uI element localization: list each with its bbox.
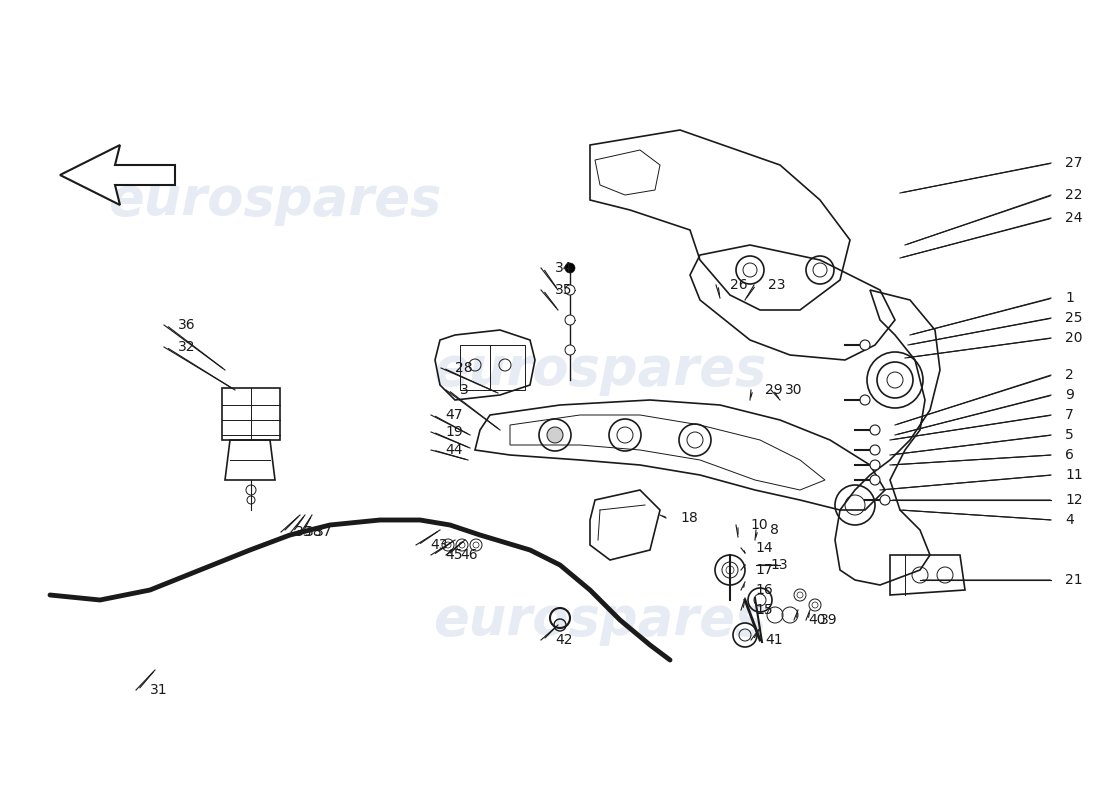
Circle shape bbox=[565, 285, 575, 295]
Text: 31: 31 bbox=[150, 683, 167, 697]
Text: 13: 13 bbox=[770, 558, 788, 572]
Text: 46: 46 bbox=[460, 548, 477, 562]
Text: 14: 14 bbox=[755, 541, 772, 555]
Text: 25: 25 bbox=[1065, 311, 1082, 325]
Text: 35: 35 bbox=[556, 283, 572, 297]
Text: 4: 4 bbox=[1065, 513, 1074, 527]
Text: 24: 24 bbox=[1065, 211, 1082, 225]
Text: 20: 20 bbox=[1065, 331, 1082, 345]
Text: 45: 45 bbox=[446, 548, 462, 562]
Circle shape bbox=[870, 475, 880, 485]
Text: 16: 16 bbox=[755, 583, 772, 597]
Text: 39: 39 bbox=[820, 613, 837, 627]
Circle shape bbox=[565, 263, 575, 273]
Circle shape bbox=[565, 315, 575, 325]
Text: 5: 5 bbox=[1065, 428, 1074, 442]
Text: 34: 34 bbox=[556, 261, 572, 275]
Circle shape bbox=[860, 395, 870, 405]
Text: 41: 41 bbox=[764, 633, 782, 647]
Text: 12: 12 bbox=[1065, 493, 1082, 507]
Text: 3: 3 bbox=[460, 383, 469, 397]
Text: 22: 22 bbox=[1065, 188, 1082, 202]
Text: eurospares: eurospares bbox=[433, 594, 767, 646]
Text: 11: 11 bbox=[1065, 468, 1082, 482]
Text: 19: 19 bbox=[446, 425, 463, 439]
Text: 7: 7 bbox=[1065, 408, 1074, 422]
Text: 2: 2 bbox=[1065, 368, 1074, 382]
Text: 9: 9 bbox=[1065, 388, 1074, 402]
Text: eurospares: eurospares bbox=[433, 344, 767, 396]
Text: 30: 30 bbox=[785, 383, 803, 397]
Circle shape bbox=[547, 427, 563, 443]
Text: 37: 37 bbox=[315, 525, 332, 539]
Text: 26: 26 bbox=[730, 278, 748, 292]
Text: 40: 40 bbox=[808, 613, 825, 627]
Circle shape bbox=[860, 340, 870, 350]
Text: 47: 47 bbox=[446, 408, 462, 422]
Text: 18: 18 bbox=[680, 511, 697, 525]
Circle shape bbox=[880, 495, 890, 505]
Circle shape bbox=[870, 425, 880, 435]
Text: 15: 15 bbox=[755, 603, 772, 617]
Text: 28: 28 bbox=[455, 361, 473, 375]
Text: 27: 27 bbox=[1065, 156, 1082, 170]
Text: 44: 44 bbox=[446, 443, 462, 457]
Text: 10: 10 bbox=[750, 518, 768, 532]
Text: 8: 8 bbox=[770, 523, 779, 537]
Text: 1: 1 bbox=[1065, 291, 1074, 305]
Text: 36: 36 bbox=[178, 318, 196, 332]
Text: eurospares: eurospares bbox=[108, 174, 442, 226]
Circle shape bbox=[870, 460, 880, 470]
Text: 38: 38 bbox=[305, 525, 322, 539]
Circle shape bbox=[565, 345, 575, 355]
Text: 29: 29 bbox=[764, 383, 782, 397]
Text: 23: 23 bbox=[768, 278, 785, 292]
Text: 21: 21 bbox=[1065, 573, 1082, 587]
Text: 42: 42 bbox=[556, 633, 572, 647]
Text: 43: 43 bbox=[430, 538, 448, 552]
Text: 32: 32 bbox=[178, 340, 196, 354]
Circle shape bbox=[870, 445, 880, 455]
Text: 6: 6 bbox=[1065, 448, 1074, 462]
Text: 17: 17 bbox=[755, 563, 772, 577]
Polygon shape bbox=[60, 145, 175, 205]
Bar bbox=[460, 345, 525, 390]
Text: 33: 33 bbox=[295, 525, 312, 539]
